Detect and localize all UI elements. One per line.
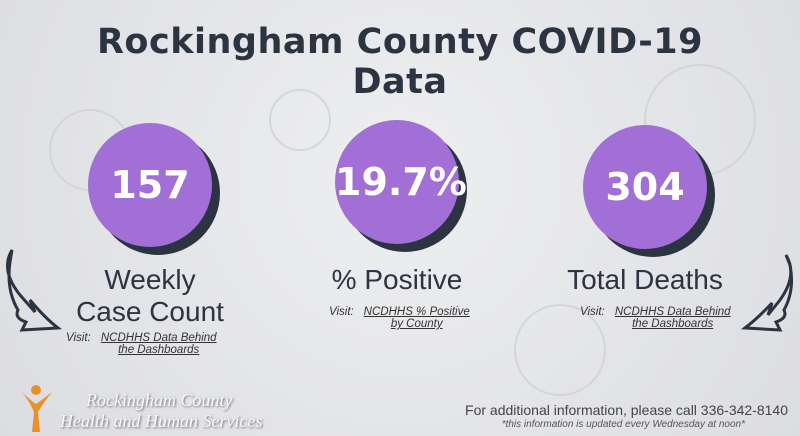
title: Rockingham County COVID-19 Data [96,22,704,102]
visit: Visit: NCDHHS Data Behind the Dashboards [66,332,223,356]
arrow-right [740,254,793,332]
contact: For additional information, please call … [465,402,788,418]
arrow-left [6,249,63,332]
logo-icon [22,385,52,432]
visit: Visit: NCDHHS Data Behind the Dashboards [580,306,737,330]
stat-label: Weekly Case Count [76,264,224,327]
stat-value: 304 [583,125,707,249]
visit-prefix: Visit: [329,306,354,318]
stat-label: Total Deaths [567,264,723,295]
note: *this information is updated every Wedne… [501,419,745,430]
visit-prefix: Visit: [580,306,605,318]
visit: Visit: NCDHHS % Positive by County [329,306,476,330]
logo-text: Rockingham County [86,390,233,410]
stat-label: % Positive [331,264,463,295]
link[interactable]: NCDHHS % Positive by County [363,306,470,330]
stat-value: 157 [88,123,212,247]
link[interactable]: NCDHHS Data Behind the Dashboards [614,306,731,330]
logo-text: Health and Human Services [60,411,263,431]
link[interactable]: NCDHHS Data Behind the Dashboards [100,332,217,356]
stat-value: 19.7% [335,120,467,244]
visit-prefix: Visit: [66,332,91,344]
